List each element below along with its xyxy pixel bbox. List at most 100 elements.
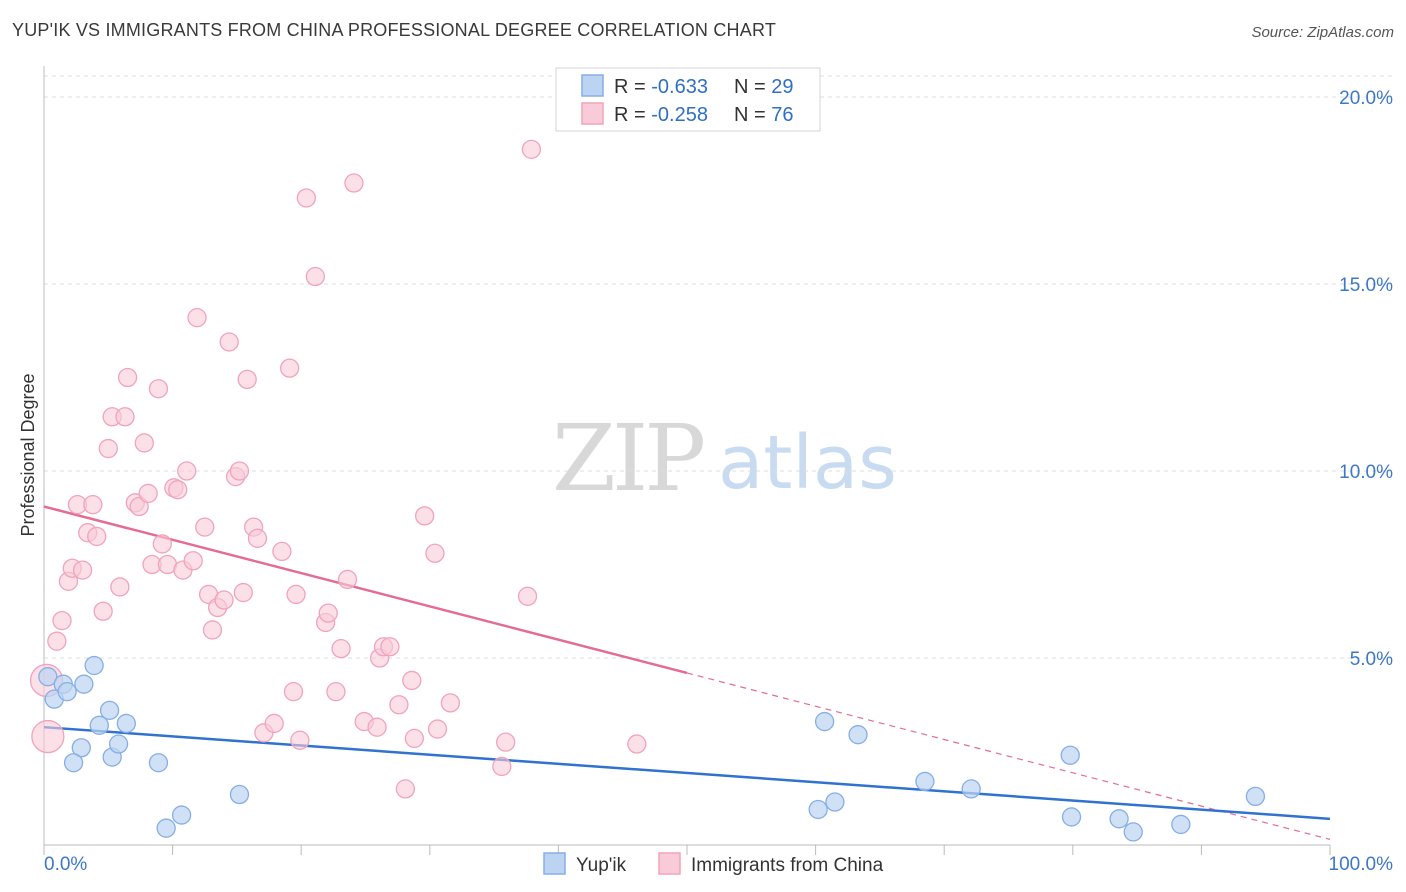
point-immigrants-from-china bbox=[134, 433, 154, 453]
legend-n-label-1: N = bbox=[734, 76, 771, 98]
point-yupik bbox=[808, 799, 828, 820]
legend-r-value-2: -0.258 bbox=[651, 104, 708, 126]
point-yupik bbox=[848, 725, 868, 745]
legend-top: R = -0.633 N = 29 R = -0.258 N = 76 bbox=[555, 67, 821, 132]
point-yupik bbox=[1171, 814, 1191, 835]
point-immigrants-from-china bbox=[93, 601, 113, 621]
point-immigrants-from-china bbox=[367, 717, 387, 737]
point-yupik bbox=[156, 818, 176, 838]
point-immigrants-from-china bbox=[517, 586, 538, 606]
point-immigrants-from-china bbox=[318, 603, 338, 623]
point-yupik bbox=[961, 779, 981, 799]
y-tick-label: 20.0% bbox=[1339, 88, 1393, 109]
point-immigrants-from-china bbox=[168, 480, 188, 500]
point-immigrants-from-china bbox=[402, 670, 422, 691]
legend-r-label-2: R = bbox=[614, 104, 651, 126]
point-immigrants-from-china bbox=[521, 139, 542, 160]
point-yupik bbox=[148, 753, 169, 773]
point-yupik bbox=[1245, 786, 1266, 807]
point-immigrants-from-china bbox=[496, 732, 516, 752]
point-immigrants-from-china bbox=[425, 543, 445, 563]
point-immigrants-from-china bbox=[47, 631, 67, 651]
trend-line-immigrants-from-china-extension bbox=[686, 672, 1331, 840]
legend-n-label-2: N = bbox=[734, 104, 771, 126]
point-immigrants-from-china bbox=[117, 367, 138, 388]
legend-r-label-1: R = bbox=[614, 76, 651, 98]
source-label: Source: ZipAtlas.com bbox=[1251, 24, 1394, 41]
x-tick-label: 0.0% bbox=[44, 854, 87, 875]
svg-text:R = -0.633: R = -0.633 bbox=[614, 76, 708, 98]
legend-swatch-blue bbox=[581, 74, 604, 97]
point-immigrants-from-china bbox=[264, 713, 284, 734]
point-yupik bbox=[1109, 809, 1129, 829]
point-immigrants-from-china bbox=[286, 584, 306, 605]
point-yupik bbox=[89, 715, 109, 735]
point-immigrants-from-china bbox=[52, 610, 72, 631]
point-immigrants-from-china bbox=[395, 779, 416, 799]
point-immigrants-from-china bbox=[290, 730, 310, 750]
point-immigrants-from-china bbox=[195, 517, 215, 537]
point-yupik bbox=[825, 792, 845, 812]
point-immigrants-from-china bbox=[389, 695, 409, 715]
data-points bbox=[29, 139, 1266, 842]
point-yupik bbox=[1123, 822, 1143, 842]
point-yupik bbox=[1060, 745, 1080, 765]
point-yupik bbox=[171, 805, 192, 825]
point-immigrants-from-china bbox=[31, 719, 65, 754]
point-immigrants-from-china bbox=[115, 407, 135, 427]
legend-swatch-pink bbox=[581, 102, 604, 125]
point-yupik bbox=[63, 753, 84, 773]
point-immigrants-from-china bbox=[110, 577, 130, 597]
point-immigrants-from-china bbox=[183, 551, 203, 571]
point-immigrants-from-china bbox=[177, 461, 197, 481]
trend-lines bbox=[43, 505, 1331, 840]
point-yupik bbox=[229, 784, 250, 805]
point-yupik bbox=[814, 711, 835, 732]
point-immigrants-from-china bbox=[427, 719, 448, 739]
point-yupik bbox=[74, 674, 94, 694]
point-immigrants-from-china bbox=[229, 461, 250, 481]
legend-bottom-label-yupik: Yup'ik bbox=[576, 855, 627, 876]
point-yupik bbox=[38, 667, 58, 687]
point-yupik bbox=[84, 655, 104, 676]
point-immigrants-from-china bbox=[305, 266, 325, 287]
legend-n-value-1: 29 bbox=[771, 76, 793, 98]
legend-r-value-1: -0.633 bbox=[651, 76, 708, 98]
legend-bottom-label-china: Immigrants from China bbox=[691, 855, 884, 876]
point-immigrants-from-china bbox=[187, 308, 207, 328]
point-yupik bbox=[57, 682, 77, 702]
point-immigrants-from-china bbox=[296, 188, 316, 208]
point-immigrants-from-china bbox=[492, 756, 512, 777]
point-immigrants-from-china bbox=[331, 639, 351, 659]
legend-bottom-swatch-blue bbox=[543, 852, 566, 875]
point-yupik bbox=[1061, 807, 1082, 827]
legend-bottom: Yup'ik Immigrants from China bbox=[543, 852, 884, 876]
point-immigrants-from-china bbox=[233, 582, 253, 603]
point-immigrants-from-china bbox=[283, 682, 304, 702]
point-yupik bbox=[71, 738, 91, 758]
trend-line-immigrants-from-china bbox=[43, 505, 688, 675]
point-immigrants-from-china bbox=[404, 728, 425, 749]
gridlines bbox=[44, 75, 1395, 659]
point-immigrants-from-china bbox=[440, 693, 461, 713]
point-yupik bbox=[108, 734, 129, 754]
point-immigrants-from-china bbox=[214, 590, 234, 610]
point-immigrants-from-china bbox=[152, 534, 172, 554]
trend-line-yupik bbox=[43, 725, 1331, 821]
point-immigrants-from-china bbox=[83, 495, 103, 515]
point-immigrants-from-china bbox=[337, 569, 358, 590]
axes bbox=[43, 66, 1331, 855]
point-immigrants-from-china bbox=[380, 637, 400, 657]
point-yupik bbox=[915, 771, 935, 792]
point-immigrants-from-china bbox=[219, 332, 239, 352]
svg-text:N = 76: N = 76 bbox=[734, 104, 794, 126]
point-immigrants-from-china bbox=[279, 358, 300, 378]
watermark-zip: ZIP bbox=[552, 405, 703, 512]
point-immigrants-from-china bbox=[87, 526, 107, 547]
x-tick-label: 100.0% bbox=[1329, 854, 1394, 875]
point-yupik bbox=[116, 713, 136, 734]
watermark-atlas: atlas bbox=[718, 420, 897, 506]
point-immigrants-from-china bbox=[627, 734, 647, 754]
point-immigrants-from-china bbox=[138, 483, 158, 504]
